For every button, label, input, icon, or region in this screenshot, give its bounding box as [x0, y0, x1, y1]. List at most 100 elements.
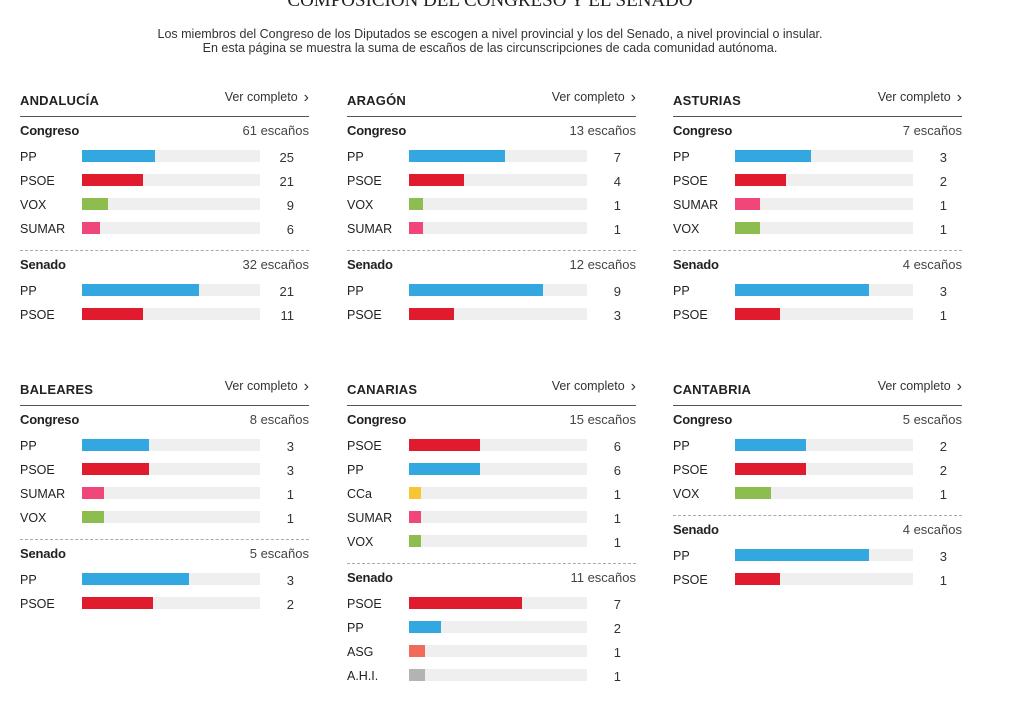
party-seats: 6	[286, 222, 294, 237]
seat-bar-track	[409, 645, 587, 657]
party-name: VOX	[347, 535, 374, 549]
party-name: PSOE	[673, 174, 708, 188]
party-row: PSOE 2	[673, 463, 962, 487]
seat-bar-track	[82, 511, 260, 523]
chevron-right-icon: ›	[630, 89, 636, 106]
party-row: VOX 1	[673, 487, 962, 511]
chamber-congreso: Congreso 5 escaños PP 2 PSOE 2 VOX 1	[673, 406, 962, 511]
party-row: SUMAR 1	[347, 511, 636, 535]
party-rows: PP 3 PSOE 2	[20, 573, 309, 621]
seat-bar-track	[735, 463, 913, 475]
seat-bar-sumar	[82, 487, 105, 499]
party-name: SUMAR	[347, 511, 393, 525]
party-name: PP	[673, 549, 690, 563]
party-row: PSOE 3	[347, 308, 636, 332]
seat-bar-track	[735, 222, 913, 234]
card-header: ANDALUCÍA Ver completo ›	[20, 85, 309, 117]
seat-bar-pp	[409, 463, 481, 475]
seat-bar-sumar	[409, 511, 421, 523]
seat-bar-track	[82, 573, 260, 585]
party-seats: 11	[280, 308, 295, 323]
community-name: ANDALUCÍA	[20, 93, 100, 108]
chamber-header: Congreso 61 escaños	[20, 117, 309, 150]
party-row: PP 2	[673, 439, 962, 463]
seat-bar-pp	[82, 284, 199, 296]
party-seats: 1	[939, 573, 947, 588]
chamber-senado: Senado 11 escaños PSOE 7 PP 2 ASG 1 A.H.I. 1	[347, 564, 636, 693]
page-title: COMPOSICIÓN DEL CONGRESO Y EL SENADO	[287, 0, 693, 11]
seats-total: 4 escaños	[902, 257, 962, 272]
seat-bar-track	[82, 487, 260, 499]
party-seats: 7	[613, 597, 621, 612]
party-name: PP	[347, 621, 364, 635]
party-name: SUMAR	[20, 487, 66, 501]
seat-bar-vox	[82, 198, 109, 210]
party-seats: 2	[939, 463, 947, 478]
chamber-senado: Senado 4 escaños PP 3 PSOE 1	[673, 251, 962, 332]
ver-completo-link[interactable]: Ver completo ›	[878, 379, 962, 395]
party-seats: 6	[613, 439, 621, 454]
party-seats: 7	[613, 150, 621, 165]
seat-bar-track	[735, 150, 913, 162]
party-rows: PP 2 PSOE 2 VOX 1	[673, 439, 962, 511]
ver-completo-link[interactable]: Ver completo ›	[224, 379, 309, 395]
seat-bar-psoe	[409, 439, 481, 451]
party-row: SUMAR 1	[347, 222, 636, 246]
ver-completo-link[interactable]: Ver completo ›	[878, 90, 962, 106]
party-name: PSOE	[20, 174, 55, 188]
community-card-cantabria: CANTABRIA Ver completo › Congreso 5 escaños P…	[673, 374, 962, 597]
seat-bar-pp	[82, 439, 149, 451]
seat-bar-track	[82, 597, 260, 609]
chamber-name: Congreso	[20, 123, 80, 138]
chamber-name: Congreso	[673, 123, 733, 138]
chamber-congreso: Congreso 7 escaños PP 3 PSOE 2 SUMAR 1 VOX 1	[673, 117, 962, 246]
seat-bar-pp	[735, 549, 869, 561]
seat-bar-psoe	[735, 308, 780, 320]
party-rows: PP 3 PSOE 2 SUMAR 1 VOX 1	[673, 150, 962, 246]
ver-completo-link[interactable]: Ver completo ›	[552, 379, 636, 395]
party-seats: 9	[613, 284, 621, 299]
party-name: PP	[673, 439, 690, 453]
party-seats: 1	[613, 535, 621, 550]
party-seats: 1	[613, 645, 621, 660]
ver-completo-link[interactable]: Ver completo ›	[225, 90, 309, 106]
seat-bar-sumar	[82, 222, 100, 234]
seat-bar-track	[82, 284, 260, 296]
party-row: SUMAR 1	[20, 487, 309, 511]
party-name: PSOE	[673, 308, 708, 322]
chamber-divider	[673, 250, 962, 251]
party-rows: PP 9 PSOE 3	[347, 284, 636, 332]
ver-completo-label: Ver completo	[224, 379, 298, 393]
seat-bar-psoe	[409, 174, 464, 186]
party-row: VOX 1	[673, 222, 962, 246]
chamber-divider	[347, 250, 636, 251]
chamber-senado: Senado 5 escaños PP 3 PSOE 2	[20, 540, 309, 621]
party-rows: PP 25 PSOE 21 VOX 9 SUMAR 6	[20, 150, 309, 246]
party-seats: 1	[613, 198, 621, 213]
seats-total: 32 escaños	[242, 257, 310, 272]
seat-bar-track	[735, 573, 913, 585]
page-intro: Los miembros del Congreso de los Diputad…	[0, 27, 980, 55]
chamber-header: Senado 5 escaños	[20, 540, 309, 573]
party-name: PP	[20, 150, 37, 164]
party-name: PSOE	[347, 308, 382, 322]
party-seats: 1	[286, 487, 294, 502]
chamber-header: Senado 12 escaños	[347, 251, 636, 284]
party-seats: 3	[286, 463, 294, 478]
chamber-name: Congreso	[673, 412, 733, 427]
ver-completo-link[interactable]: Ver completo ›	[552, 89, 636, 106]
seat-bar-psoe	[82, 597, 154, 609]
community-name: CANARIAS	[347, 382, 418, 397]
card-header: CANTABRIA Ver completo ›	[673, 374, 962, 406]
chamber-divider	[347, 563, 636, 564]
seat-bar-pp	[735, 439, 807, 451]
party-seats: 3	[939, 284, 947, 299]
party-row: PSOE 1	[673, 573, 962, 597]
party-row: ASG 1	[347, 645, 636, 669]
seat-bar-asg	[409, 645, 426, 657]
party-name: PSOE	[347, 597, 382, 611]
seat-bar-track	[409, 511, 587, 523]
party-row: PP 21	[20, 284, 309, 308]
seat-bar-pp	[409, 150, 505, 162]
seat-bar-psoe	[735, 174, 786, 186]
